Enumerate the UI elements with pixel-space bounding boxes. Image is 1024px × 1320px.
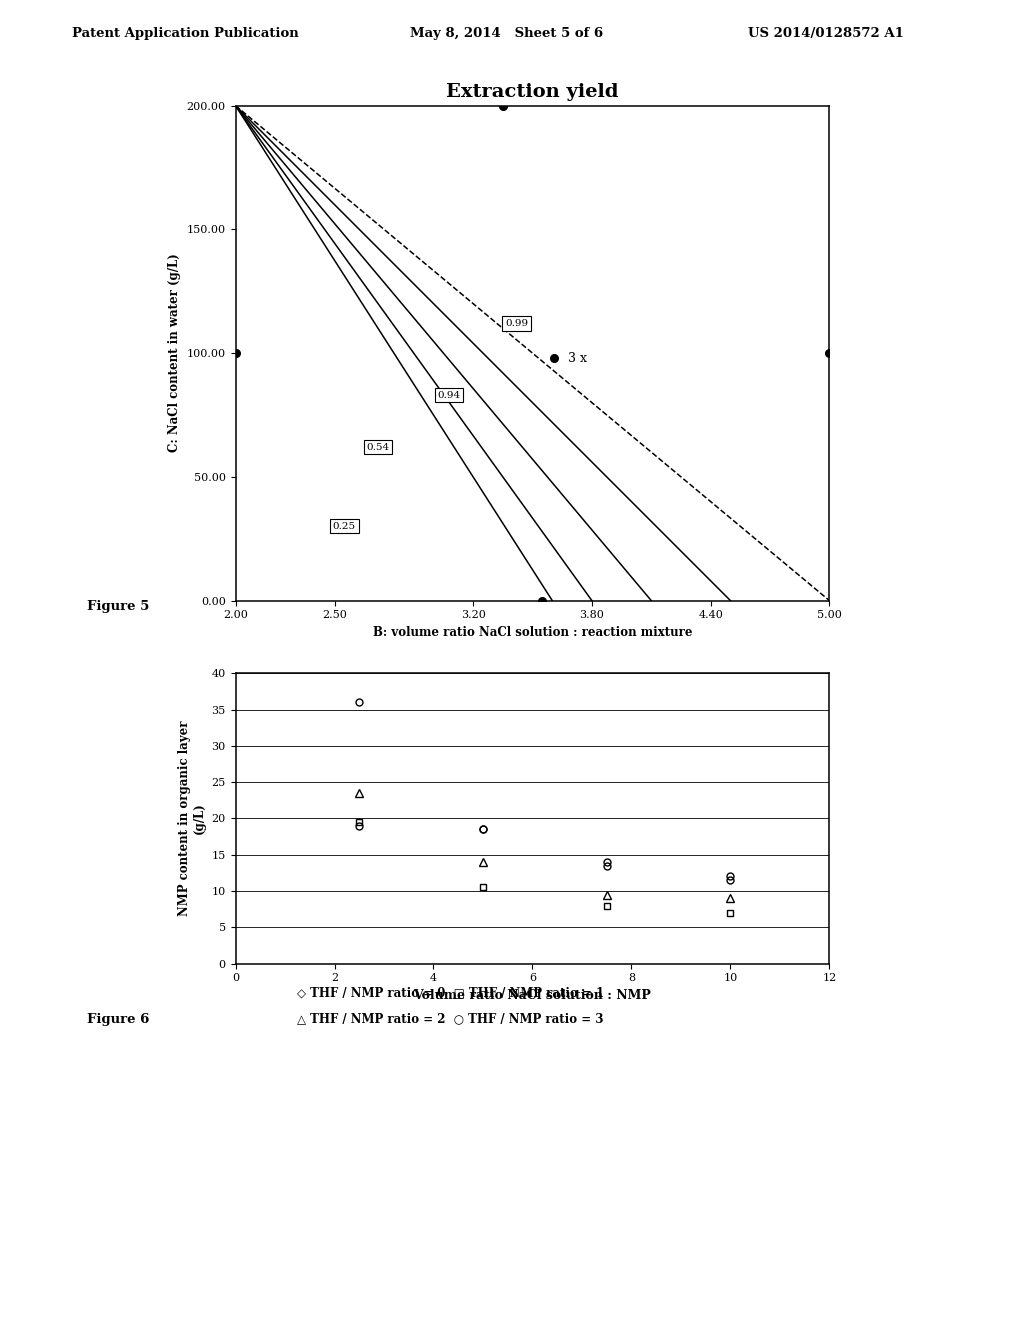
- X-axis label: B: volume ratio NaCl solution : reaction mixture: B: volume ratio NaCl solution : reaction…: [373, 626, 692, 639]
- X-axis label: Volume ratio NaCl solution : NMP: Volume ratio NaCl solution : NMP: [414, 989, 651, 1002]
- Text: 0.99: 0.99: [505, 319, 528, 327]
- Text: 0.25: 0.25: [333, 521, 356, 531]
- Text: Patent Application Publication: Patent Application Publication: [72, 26, 298, 40]
- Text: 0.94: 0.94: [438, 391, 461, 400]
- Text: ◇ THF / NMP ratio = 0  □ THF / NMP ratio = 1: ◇ THF / NMP ratio = 0 □ THF / NMP ratio …: [297, 986, 604, 999]
- Text: 3 x: 3 x: [568, 351, 587, 364]
- Text: Figure 5: Figure 5: [87, 599, 150, 612]
- Text: US 2014/0128572 A1: US 2014/0128572 A1: [748, 26, 903, 40]
- Text: Figure 6: Figure 6: [87, 1012, 150, 1026]
- Y-axis label: C: NaCl content in water (g/L): C: NaCl content in water (g/L): [168, 253, 181, 453]
- Text: May 8, 2014   Sheet 5 of 6: May 8, 2014 Sheet 5 of 6: [410, 26, 603, 40]
- Text: △ THF / NMP ratio = 2  ○ THF / NMP ratio = 3: △ THF / NMP ratio = 2 ○ THF / NMP ratio …: [297, 1012, 603, 1026]
- Y-axis label: NMP content in organic layer
(g/L): NMP content in organic layer (g/L): [178, 721, 206, 916]
- Text: 0.54: 0.54: [367, 442, 389, 451]
- Title: Extraction yield: Extraction yield: [446, 83, 618, 102]
